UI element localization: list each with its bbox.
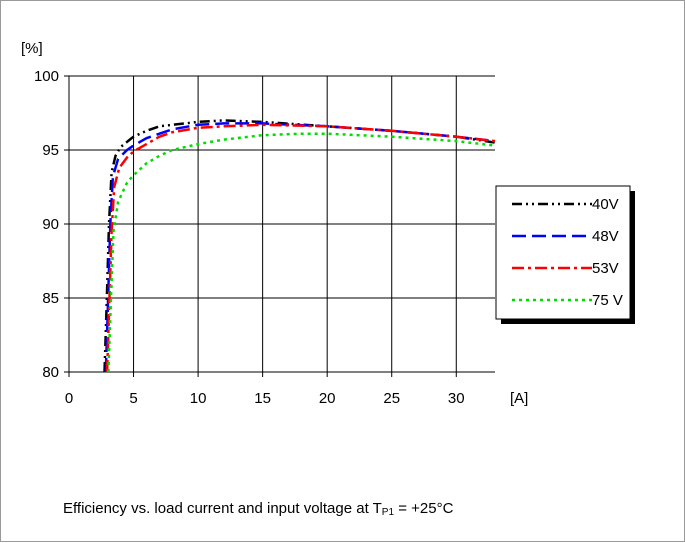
legend: 40V 48V 53V 75 V [495, 185, 635, 324]
legend-label: 48V [592, 228, 619, 245]
y-axis-label: [%] [21, 40, 43, 57]
legend-label: 75 V [592, 292, 623, 309]
y-tick-label: 100 [34, 68, 59, 85]
legend-box [495, 185, 631, 320]
y-tick-label: 85 [42, 290, 59, 307]
legend-label: 53V [592, 260, 619, 277]
x-tick-label: 20 [319, 390, 336, 407]
series-line-40v [103, 119, 496, 373]
y-tick-label: 80 [42, 364, 59, 381]
x-tick-label: 15 [254, 390, 271, 407]
x-tick-label: 25 [383, 390, 400, 407]
caption-subscript: P1 [381, 507, 395, 518]
x-tick-label: 5 [129, 390, 137, 407]
legend-label: 40V [592, 196, 619, 213]
series-layer [103, 119, 496, 373]
tick-labels: 80 85 90 95 100 0 5 10 15 20 25 30 [34, 68, 465, 407]
y-tick-label: 95 [42, 142, 59, 159]
x-tick-label: 10 [190, 390, 207, 407]
x-tick-label: 30 [448, 390, 465, 407]
x-axis-label: [A] [510, 390, 528, 407]
series-line-53v [105, 123, 496, 373]
y-tick-label: 90 [42, 216, 59, 233]
chart-caption: Efficiency vs. load current and input vo… [63, 500, 453, 518]
x-tick-label: 0 [65, 390, 73, 407]
series-line-75v [107, 132, 496, 373]
caption-suffix: = +25°C [394, 500, 454, 517]
grid [64, 75, 495, 377]
caption-prefix: Efficiency vs. load current and input vo… [63, 500, 382, 517]
series-line-48v [104, 122, 496, 373]
